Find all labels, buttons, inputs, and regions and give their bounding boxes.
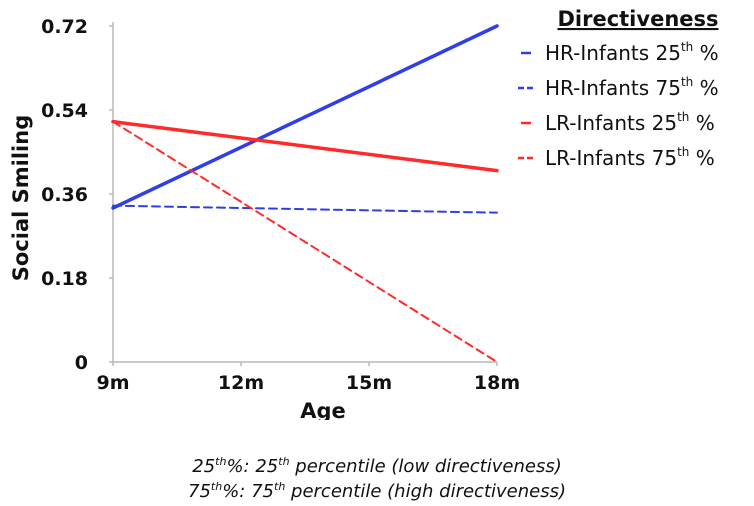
footnote-2-a: 75 (188, 481, 211, 502)
series-lines (111, 24, 499, 363)
x-tick-label: 15m (346, 372, 392, 394)
y-tick-label: 0 (75, 352, 88, 374)
legend-items: HR-Infants 25th % HR-Infants 75th % LR-Inf… (518, 40, 719, 170)
x-tick-label: 12m (218, 372, 264, 394)
footnote-2-a-sup: th (210, 480, 223, 493)
footnote-1-a: 25 (192, 456, 216, 477)
series-line-1 (111, 24, 499, 210)
legend: Directiveness HR-Infants 25th %HR-Infant… (518, 7, 719, 170)
x-axis-title: Age (300, 399, 346, 420)
series-line-4 (112, 120, 498, 363)
y-ticks: 0 0.18 0.36 0.54 0.72 (41, 16, 113, 374)
footnote-2-c: percentile (high directiveness) (285, 481, 566, 502)
footnote-1-b-sup: th (278, 455, 290, 468)
series-line-2 (112, 204, 498, 214)
y-tick-label: 0.36 (41, 184, 88, 206)
legend-label-1: HR-Infants 25th % (545, 40, 719, 65)
legend-label-4: LR-Infants 75th % (545, 145, 715, 170)
legend-label-3: LR-Infants 25th % (545, 110, 715, 135)
footnote-1-a-sup: th (215, 455, 227, 468)
footnote-line-1: 25th%: 25th percentile (low directivenes… (0, 452, 754, 477)
legend-label-2: HR-Infants 75th % (545, 75, 719, 100)
legend-title: Directiveness (557, 7, 718, 31)
chart: 0 0.18 0.36 0.54 0.72 9m 12m 15m 18m Age Social… (9, 7, 719, 420)
x-tick-label: 9m (96, 372, 129, 394)
footnote-1-c: percentile (low directiveness) (289, 456, 562, 477)
y-tick-label: 0.54 (41, 100, 88, 122)
footnote-2-b: %: 75 (222, 481, 274, 502)
x-ticks: 9m 12m 15m 18m (96, 362, 520, 394)
axes (112, 22, 497, 363)
footnote-1-b: %: 25 (226, 456, 279, 477)
footnote-2-b-sup: th (274, 480, 286, 493)
y-tick-label: 0.18 (41, 268, 88, 290)
y-tick-label: 0.72 (41, 16, 88, 38)
x-tick-label: 18m (474, 372, 520, 394)
footnote: 25th%: 25th percentile (low directivenes… (0, 452, 754, 502)
footnote-line-2: 75th%: 75th percentile (high directivene… (0, 477, 754, 502)
series-line-3 (111, 119, 499, 173)
y-axis-title: Social Smiling (9, 115, 33, 281)
